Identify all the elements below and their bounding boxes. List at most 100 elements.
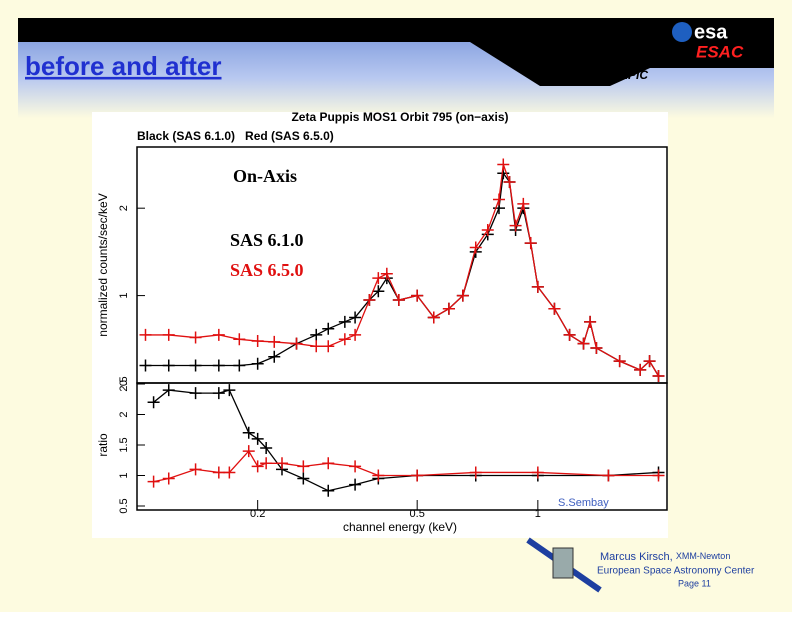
data-cross xyxy=(602,469,615,482)
data-cross xyxy=(548,302,561,315)
data-cross xyxy=(322,457,335,470)
data-cross xyxy=(268,335,281,348)
y-tick-label: 2 xyxy=(118,205,130,211)
data-cross xyxy=(139,328,152,341)
data-cross xyxy=(372,285,385,298)
data-cross xyxy=(524,237,537,250)
data-cross xyxy=(372,469,385,482)
data-cross xyxy=(189,331,202,344)
data-cross xyxy=(322,484,335,497)
y-tick-label: 2.5 xyxy=(118,376,130,391)
data-cross xyxy=(338,315,351,328)
data-cross xyxy=(322,322,335,335)
chart-subtitle: Black (SAS 6.1.0) Red (SAS 6.5.0) xyxy=(137,129,334,143)
data-cross xyxy=(338,333,351,346)
y-tick-label: 1.5 xyxy=(118,437,130,452)
y-tick-label: 0 xyxy=(118,380,130,386)
data-cross xyxy=(251,335,264,348)
data-cross xyxy=(497,158,510,171)
org: European Space Astronomy Center xyxy=(597,566,755,577)
data-cross xyxy=(613,355,626,368)
y-tick-label: 1 xyxy=(118,293,130,299)
data-cross xyxy=(590,342,603,355)
logo-mark xyxy=(672,22,692,42)
section: EPIC xyxy=(620,68,648,82)
data-cross xyxy=(290,337,303,350)
data-cross xyxy=(584,315,597,328)
data-cross xyxy=(577,337,590,350)
data-cross xyxy=(322,340,335,353)
data-cross xyxy=(297,460,310,473)
data-cross xyxy=(563,328,576,341)
page-number: Page 11 xyxy=(678,578,711,588)
data-cross xyxy=(349,460,362,473)
plot: Zeta Puppis MOS1 Orbit 795 (on−axis) Blac… xyxy=(96,110,668,534)
data-cross xyxy=(349,311,362,324)
data-cross xyxy=(456,289,469,302)
data-cross xyxy=(242,426,255,439)
data-cross xyxy=(492,193,505,206)
plot-image xyxy=(92,112,668,538)
y-axis-label: normalized counts/sec/keV xyxy=(96,193,110,336)
data-cross xyxy=(275,457,288,470)
data-cross xyxy=(411,289,424,302)
x-axis-label: channel energy (keV) xyxy=(343,520,457,534)
header-bar xyxy=(18,18,774,86)
data-cross xyxy=(652,370,665,383)
data-cross xyxy=(531,466,544,479)
data-cross xyxy=(233,359,246,372)
data-cross xyxy=(162,384,175,397)
data-cross xyxy=(251,460,264,473)
data-cross xyxy=(411,469,424,482)
data-cross xyxy=(251,432,264,445)
data-cross xyxy=(652,469,665,482)
x-tick-label: 0.2 xyxy=(250,508,265,520)
data-cross xyxy=(260,457,273,470)
data-cross xyxy=(212,328,225,341)
data-cross xyxy=(643,355,656,368)
data-cross xyxy=(189,359,202,372)
data-cross xyxy=(349,328,362,341)
data-cross xyxy=(242,445,255,458)
data-cross xyxy=(469,466,482,479)
data-cross xyxy=(162,359,175,372)
data-cross xyxy=(223,384,236,397)
annotation: On-Axis xyxy=(233,166,297,186)
data-cross xyxy=(372,272,385,285)
data-cross xyxy=(189,387,202,400)
data-cross xyxy=(442,302,455,315)
data-cross xyxy=(503,175,516,188)
chart-title: Zeta Puppis MOS1 Orbit 795 (on−axis) xyxy=(291,110,508,124)
annotation: SAS 6.1.0 xyxy=(230,230,304,250)
annotation: SAS 6.5.0 xyxy=(230,260,304,280)
data-cross xyxy=(634,363,647,376)
logo: esa xyxy=(694,21,728,43)
x-tick-label: 0.5 xyxy=(410,508,425,520)
logo-sub: ESAC xyxy=(696,42,744,61)
data-cross xyxy=(212,359,225,372)
data-cross xyxy=(517,197,530,210)
y-tick-label: 1 xyxy=(118,472,130,478)
data-cross xyxy=(212,387,225,400)
y-axis-label: ratio xyxy=(96,433,110,457)
data-cross xyxy=(427,311,440,324)
plot-frame xyxy=(136,382,668,511)
data-cross xyxy=(162,328,175,341)
data-cross xyxy=(310,328,323,341)
data-cross xyxy=(310,340,323,353)
data-cross xyxy=(363,293,376,306)
data-cross xyxy=(189,463,202,476)
data-cross xyxy=(268,350,281,363)
data-cross xyxy=(147,396,160,409)
data-cross xyxy=(481,224,494,237)
y-tick-label: 2 xyxy=(118,411,130,417)
data-cross xyxy=(162,472,175,485)
satellite xyxy=(552,547,574,579)
credit: S.Sembay xyxy=(558,497,609,509)
data-cross xyxy=(260,442,273,455)
data-cross xyxy=(147,475,160,488)
data-cross xyxy=(223,466,236,479)
data-cross xyxy=(469,241,482,254)
author: Marcus Kirsch, XMM-Newton xyxy=(600,551,730,563)
